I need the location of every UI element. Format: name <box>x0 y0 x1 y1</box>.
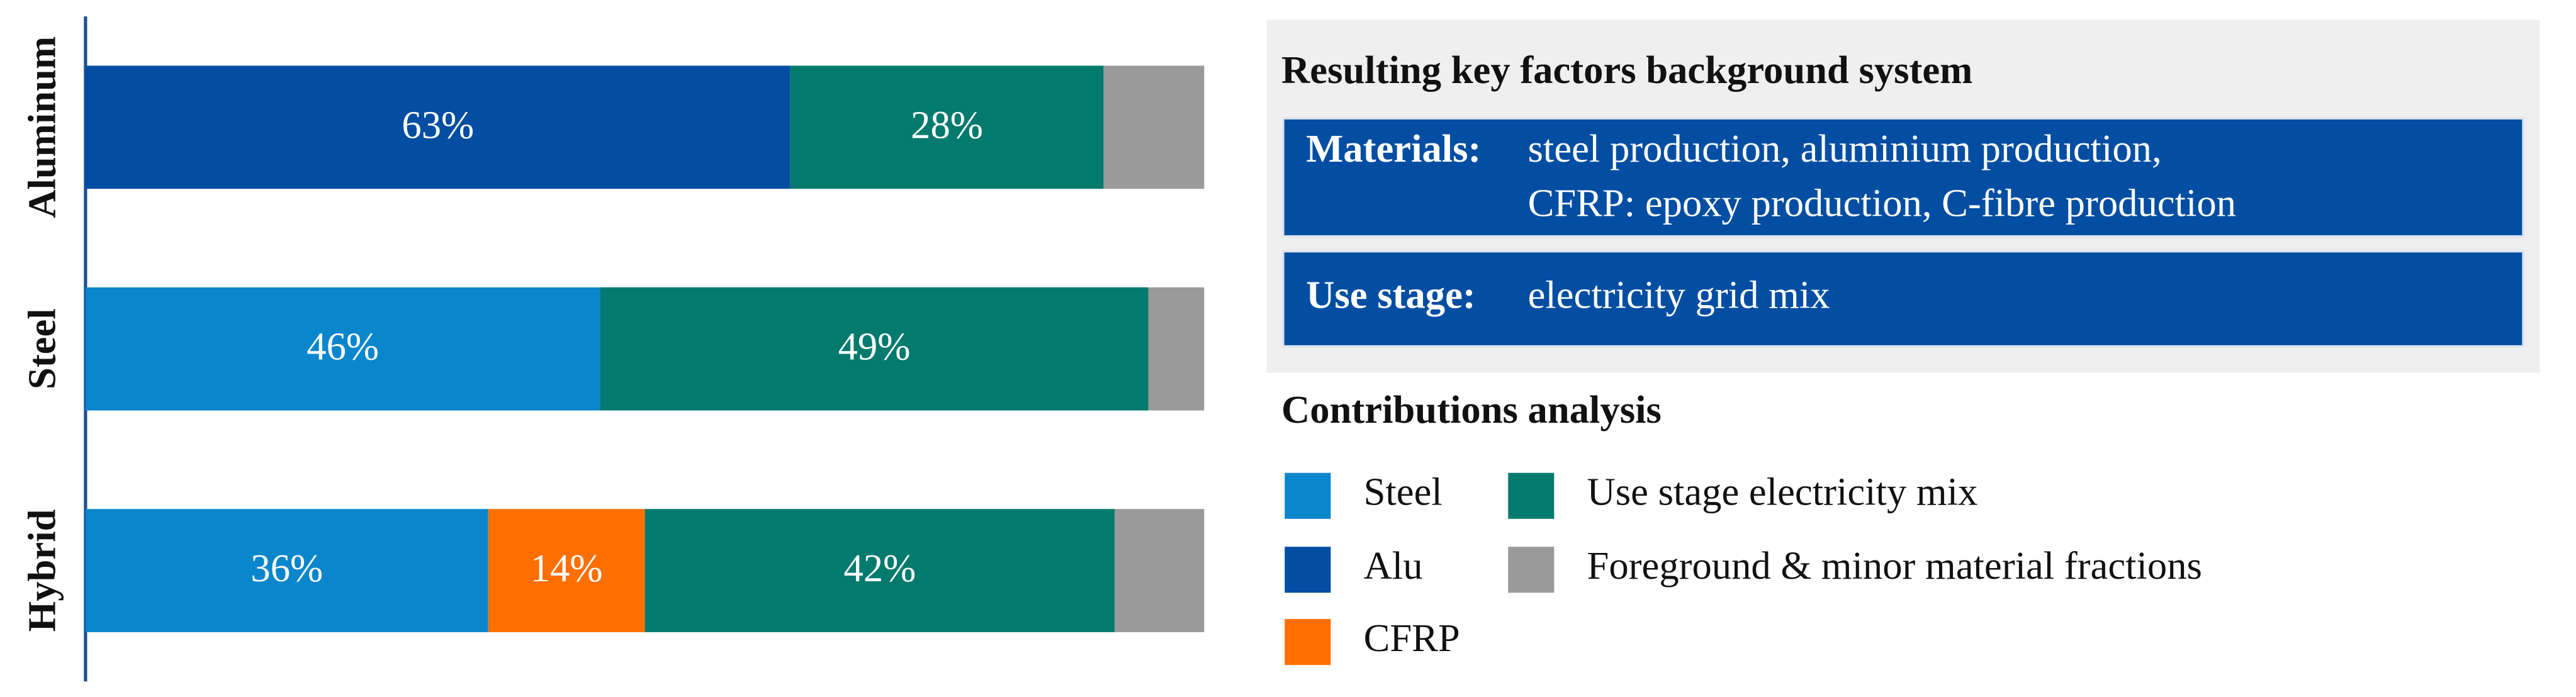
category-label: Aluminum <box>20 36 64 218</box>
bar-segment <box>1103 65 1205 189</box>
data-label: 63% <box>402 103 474 147</box>
legend-swatch <box>1285 619 1331 666</box>
legend-label: Foreground & minor material fractions <box>1587 544 2202 588</box>
data-label: 36% <box>250 546 323 590</box>
legend-label: Steel <box>1364 470 1443 514</box>
info-box <box>1281 116 2525 238</box>
data-label: 42% <box>844 546 916 590</box>
bar-segment <box>85 287 600 411</box>
info-label: Materials: <box>1306 126 1481 170</box>
bar-segment <box>488 509 645 632</box>
info-text: electricity grid mix <box>1528 272 1830 316</box>
legend-swatch <box>1285 547 1331 593</box>
bar-segment <box>85 65 790 189</box>
legend-label: Alu <box>1364 544 1423 588</box>
category-label: Hybrid <box>20 509 64 632</box>
legend-label: CFRP <box>1364 616 1460 660</box>
legend-title: Contributions analysis <box>1281 388 1662 432</box>
bar-segment <box>644 509 1115 632</box>
legend-swatch <box>1285 472 1331 519</box>
info-title: Resulting key factors background system <box>1281 48 1972 92</box>
category-label: Steel <box>20 308 64 389</box>
legend-label: Use stage electricity mix <box>1587 470 1978 514</box>
data-label: 49% <box>838 325 911 369</box>
legend-swatch <box>1508 472 1555 519</box>
legend-swatch <box>1508 547 1555 593</box>
bar-segment <box>600 287 1149 411</box>
info-label: Use stage: <box>1306 272 1476 316</box>
info-text: steel production, aluminium production, <box>1528 126 2162 170</box>
bar-segment <box>790 65 1104 189</box>
data-label: 14% <box>531 546 603 590</box>
data-label: 46% <box>307 325 379 369</box>
bar-segment <box>1115 509 1205 632</box>
info-text: CFRP: epoxy production, C-fibre producti… <box>1528 181 2236 225</box>
bar-segment <box>1148 287 1205 411</box>
bar-segment <box>85 509 488 632</box>
info-box <box>1281 250 2525 348</box>
data-label: 28% <box>911 103 983 147</box>
